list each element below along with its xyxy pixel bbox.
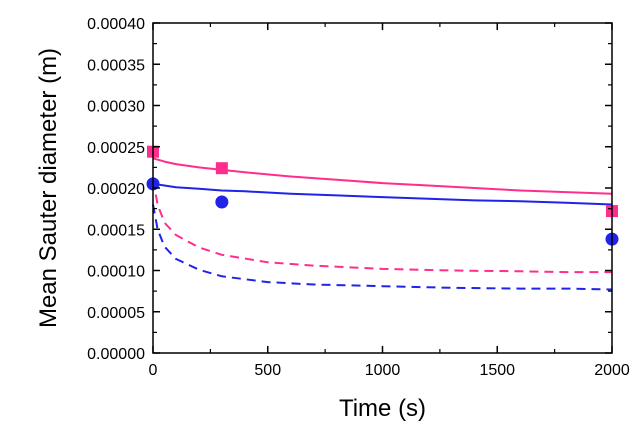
y-tick-label: 0.00015	[87, 222, 145, 239]
x-tick-label: 1000	[365, 362, 401, 379]
x-tick-label: 1500	[479, 362, 515, 379]
y-tick-label: 0.00030	[87, 99, 145, 116]
y-tick-label: 0.00005	[87, 305, 145, 322]
ticks-layer: 0 500 1000 1500 2000 0.00000 0.00005 0.00010 0.0…	[87, 16, 630, 379]
y-tick-label: 0.00025	[87, 140, 145, 157]
series-line-3	[152, 204, 613, 291]
plot-area: 0 500 1000 1500 2000 0.00000 0.00005 0.00010 0.0…	[87, 16, 630, 379]
plot-frame	[152, 22, 613, 354]
series-line-2	[152, 179, 612, 274]
y-tick-label: 0.00000	[87, 346, 145, 363]
x-tick-label: 2000	[594, 362, 630, 379]
series-layer	[146, 145, 619, 291]
y-tick-label: 0.00020	[87, 181, 145, 198]
circle-marker	[215, 195, 229, 209]
y-tick-label: 0.00040	[87, 16, 145, 33]
x-tick-label: 500	[254, 362, 281, 379]
x-tick-label: 0	[149, 362, 158, 379]
series-line-1	[152, 182, 613, 206]
square-marker	[215, 162, 228, 175]
y-axis-title: Mean Sauter diameter (m)	[35, 48, 62, 328]
x-axis-title: Time (s)	[339, 395, 426, 422]
series-line-0	[152, 157, 613, 195]
y-tick-label: 0.00035	[87, 57, 145, 74]
y-tick-label: 0.00010	[87, 264, 145, 281]
